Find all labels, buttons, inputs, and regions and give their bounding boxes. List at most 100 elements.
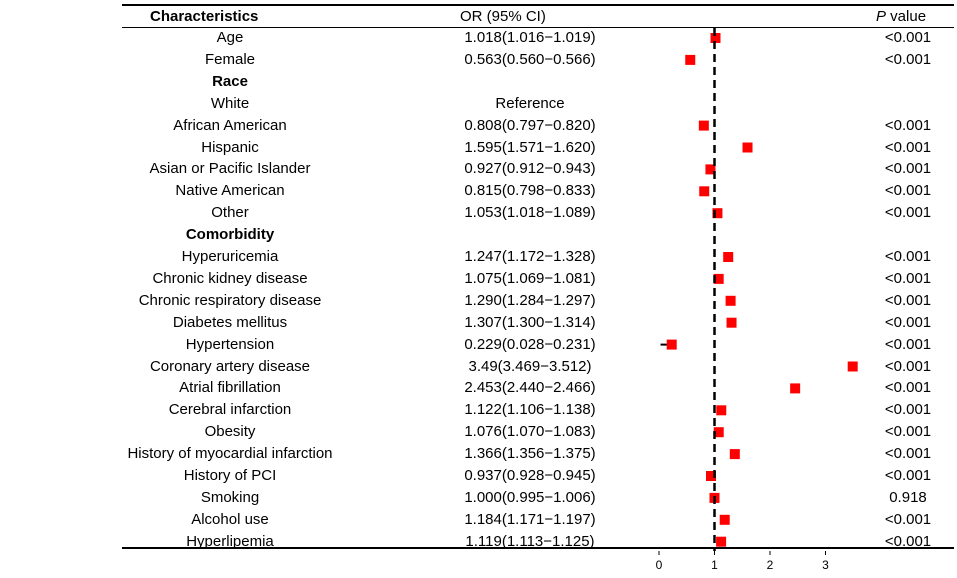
or-ci-value: 0.808(0.797−0.820): [464, 116, 596, 134]
or-point: [666, 339, 677, 350]
p-value: <0.001: [884, 160, 932, 178]
header-or-ci: OR (95% CI): [460, 8, 546, 25]
or-ci-value: 1.018(1.016−1.019): [464, 29, 596, 46]
characteristic-label: History of myocardial infarction: [127, 445, 333, 463]
characteristic-label: History of PCI: [183, 467, 277, 484]
characteristic-label: Hispanic: [201, 138, 259, 156]
table-row: Smoking 1.000(0.995−1.006) 0.918: [0, 487, 957, 509]
top-rule: [122, 4, 954, 6]
or-ci-value: 1.290(1.284−1.297): [464, 291, 596, 309]
p-value: <0.001: [884, 204, 932, 222]
table-row: Alcohol use 1.184(1.171−1.197) <0.001: [0, 509, 957, 531]
table-row: Hispanic 1.595(1.571−1.620) <0.001: [0, 137, 957, 159]
or-point: [790, 383, 801, 394]
p-value: <0.001: [884, 291, 932, 309]
or-point: [725, 295, 736, 306]
characteristic-label: Native American: [175, 182, 285, 200]
header-p-value: P value: [876, 8, 926, 25]
table-row: Chronic kidney disease 1.075(1.069−1.081)…: [0, 268, 957, 290]
characteristic-label: Smoking: [200, 488, 260, 506]
or-point: [729, 449, 740, 460]
or-ci-value: 1.247(1.172−1.328): [464, 248, 596, 265]
or-ci-value: 1.075(1.069−1.081): [464, 269, 596, 287]
or-ci-value: Reference: [495, 94, 565, 112]
table-row: Native American 0.815(0.798−0.833) <0.001: [0, 180, 957, 202]
characteristic-label: Other: [211, 204, 249, 222]
characteristic-label: Diabetes mellitus: [172, 313, 288, 331]
or-point: [698, 120, 709, 131]
table-row: White Reference: [0, 93, 957, 115]
bottom-rule: [122, 547, 954, 549]
table-row: Comorbidity: [0, 224, 957, 246]
table-row: Atrial fibrillation 2.453(2.440−2.466) <0.…: [0, 377, 957, 399]
table-row: Hypertension 0.229(0.028−0.231) <0.001: [0, 334, 957, 356]
p-value: <0.001: [884, 467, 932, 484]
p-value: <0.001: [884, 357, 932, 375]
section-heading: Race: [212, 72, 248, 90]
p-value: <0.001: [884, 138, 932, 156]
or-ci-value: 3.49(3.469−3.512): [468, 357, 592, 375]
or-point: [716, 536, 727, 547]
table-row: Coronary artery disease 3.49(3.469−3.512)…: [0, 356, 957, 378]
x-tick-label: 2: [767, 558, 774, 572]
or-point: [685, 54, 696, 65]
header-rule: [122, 27, 954, 28]
p-value: 0.918: [889, 488, 927, 506]
x-tick-label: 1: [711, 558, 718, 572]
characteristic-label: Atrial fibrillation: [179, 379, 281, 397]
or-point: [716, 405, 727, 416]
x-tick-label: 3: [822, 558, 829, 572]
p-value: <0.001: [884, 269, 932, 287]
or-ci-value: 0.815(0.798−0.833): [464, 182, 596, 200]
or-point: [705, 164, 716, 175]
characteristic-label: Chronic respiratory disease: [138, 291, 322, 309]
characteristic-label: Alcohol use: [191, 510, 269, 528]
or-ci-value: 0.927(0.912−0.943): [464, 160, 596, 178]
table-row: Hyperlipemia 1.119(1.113−1.125) <0.001: [0, 531, 957, 553]
table-row: Chronic respiratory disease 1.290(1.284−1…: [0, 290, 957, 312]
p-value: <0.001: [884, 335, 932, 353]
or-point: [710, 33, 721, 43]
table-row: Other 1.053(1.018−1.089) <0.001: [0, 202, 957, 224]
header-p-rest: value: [886, 8, 927, 25]
or-point: [719, 514, 730, 525]
characteristic-label: Obesity: [204, 423, 256, 441]
x-tick-label: 0: [656, 558, 663, 572]
or-ci-value: 1.366(1.356−1.375): [464, 445, 596, 463]
characteristic-label: Hyperuricemia: [181, 248, 279, 265]
p-value: <0.001: [884, 401, 932, 419]
table-row: African American 0.808(0.797−0.820) <0.001: [0, 115, 957, 137]
or-point: [847, 361, 858, 372]
table-row: Cerebral infarction 1.122(1.106−1.138) <0.…: [0, 399, 957, 421]
p-value: <0.001: [884, 116, 932, 134]
characteristic-label: Cerebral infarction: [168, 401, 292, 419]
table-row: Hyperuricemia 1.247(1.172−1.328) <0.001: [0, 246, 957, 268]
or-point: [713, 427, 724, 438]
or-ci-value: 1.000(0.995−1.006): [464, 488, 596, 506]
characteristic-label: Hyperlipemia: [186, 532, 274, 550]
or-ci-value: 1.122(1.106−1.138): [464, 401, 596, 419]
p-value: <0.001: [884, 510, 932, 528]
or-ci-value: 2.453(2.440−2.466): [464, 379, 596, 397]
or-ci-value: 1.184(1.171−1.197): [464, 510, 596, 528]
characteristic-label: African American: [173, 116, 287, 134]
table-row: Female 0.563(0.560−0.566) <0.001: [0, 49, 957, 71]
or-ci-value: 1.053(1.018−1.089): [464, 204, 596, 222]
table-row: Diabetes mellitus 1.307(1.300−1.314) <0.00…: [0, 312, 957, 334]
or-point: [699, 186, 710, 197]
header-p-italic: P: [876, 8, 887, 25]
section-heading: Comorbidity: [185, 226, 275, 244]
header-characteristics: Characteristics: [150, 8, 259, 25]
p-value: <0.001: [884, 29, 932, 46]
or-ci-value: 1.119(1.113−1.125): [465, 532, 595, 550]
p-value: <0.001: [884, 445, 932, 463]
characteristic-label: Chronic kidney disease: [152, 269, 308, 287]
table-row: Asian or Pacific Islander 0.927(0.912−0.9…: [0, 158, 957, 180]
p-value: <0.001: [884, 248, 932, 265]
p-value: <0.001: [884, 313, 932, 331]
or-point: [723, 252, 734, 262]
characteristic-label: Asian or Pacific Islander: [149, 160, 311, 178]
table-row: History of PCI 0.937(0.928−0.945) <0.001: [0, 465, 957, 487]
